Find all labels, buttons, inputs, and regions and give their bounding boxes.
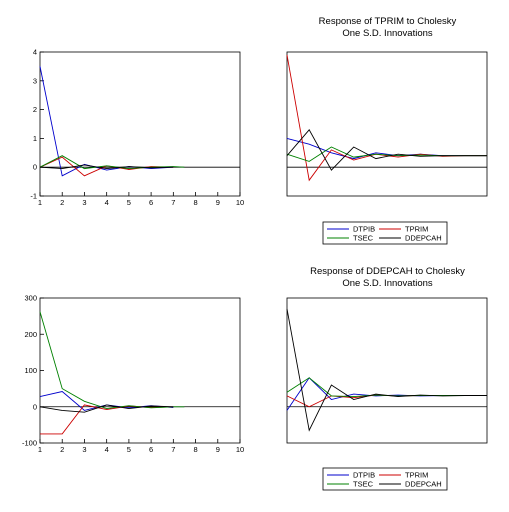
- legend-label-p4-tsec: TSEC: [353, 480, 374, 489]
- y-tick-label-p1-0: 0: [33, 163, 37, 172]
- x-tick-label-p3-4: 4: [105, 445, 109, 454]
- y-tick-label-p3-100: 100: [24, 366, 37, 375]
- series-line-p3-3: [39, 404, 174, 413]
- legend-label-p4-dtpib: DTPIB: [353, 471, 375, 480]
- series-line-p1-0: [39, 66, 174, 177]
- legend-label-p4-ddepcah: DDEPCAH: [405, 480, 442, 489]
- x-tick-label-p1-10: 10: [236, 198, 244, 207]
- plot-frame-p4: [286, 297, 488, 444]
- y-tick-label-p3-200: 200: [24, 330, 37, 339]
- x-tick-label-p1-4: 4: [105, 198, 109, 207]
- x-tick-label-p3-5: 5: [127, 445, 131, 454]
- y-tick-label-p3-0: 0: [33, 402, 37, 411]
- x-tick-label-p1-2: 2: [60, 198, 64, 207]
- x-tick-label-p1-7: 7: [171, 198, 175, 207]
- legend-label-p2-tsec: TSEC: [353, 234, 374, 243]
- series-line-p3-2: [39, 311, 185, 410]
- chart-title-ddepcah-line1: Response of DDEPCAH to Cholesky: [310, 266, 465, 277]
- legend-box-p4: [322, 467, 448, 491]
- x-tick-label-p1-1: 1: [38, 198, 42, 207]
- y-tick-label-p3-300: 300: [24, 294, 37, 303]
- x-tick-label-p3-10: 10: [236, 445, 244, 454]
- plot-frame-p2: [286, 51, 488, 197]
- legend-label-p4-tprim: TPRIM: [405, 471, 428, 480]
- x-tick-label-p3-9: 9: [216, 445, 220, 454]
- legend-label-p2-tprim: TPRIM: [405, 225, 428, 234]
- series-line-p4-tsec: [286, 377, 487, 398]
- series-line-p2-ddepcah: [286, 129, 487, 171]
- y-tick-label-p1-3: 3: [33, 76, 37, 85]
- series-line-p4-ddepcah: [286, 308, 487, 432]
- series-line-p2-tprim: [286, 54, 487, 182]
- y-tick-label-p1-4: 4: [33, 48, 37, 57]
- chart-title-ddepcah: Response of DDEPCAH to Cholesky One S.D.…: [286, 266, 489, 290]
- x-tick-label-p3-2: 2: [60, 445, 64, 454]
- series-line-p3-1: [40, 404, 174, 435]
- y-tick-label-p3--100: -100: [22, 439, 37, 448]
- series-line-p1-3: [39, 164, 174, 170]
- chart-title-tprim: Response of TPRIM to Cholesky One S.D. I…: [286, 16, 489, 40]
- legend-box-p2: [322, 221, 448, 245]
- x-tick-label-p3-1: 1: [38, 445, 42, 454]
- x-tick-label-p3-3: 3: [82, 445, 86, 454]
- x-tick-label-p3-7: 7: [171, 445, 175, 454]
- chart-title-ddepcah-line2: One S.D. Innovations: [342, 278, 433, 289]
- x-tick-label-p1-6: 6: [149, 198, 153, 207]
- x-tick-label-p3-8: 8: [193, 445, 197, 454]
- y-tick-label-p1-2: 2: [33, 105, 37, 114]
- series-line-p4-tprim: [286, 394, 487, 408]
- x-tick-label-p3-6: 6: [149, 445, 153, 454]
- plot-frame-p1: [39, 51, 241, 197]
- x-tick-label-p1-5: 5: [127, 198, 131, 207]
- legend-label-p2-dtpib: DTPIB: [353, 225, 375, 234]
- plot-frame-p3: [39, 297, 241, 444]
- x-tick-label-p1-3: 3: [82, 198, 86, 207]
- x-tick-label-p1-9: 9: [216, 198, 220, 207]
- chart-title-tprim-line2: One S.D. Innovations: [342, 28, 433, 39]
- x-tick-label-p1-8: 8: [193, 198, 197, 207]
- y-tick-label-p1-1: 1: [33, 134, 37, 143]
- chart-title-tprim-line1: Response of TPRIM to Cholesky: [318, 16, 457, 27]
- series-line-p4-dtpib: [286, 377, 487, 411]
- y-tick-label-p1--1: -1: [30, 192, 37, 201]
- legend-label-p2-ddepcah: DDEPCAH: [405, 234, 442, 243]
